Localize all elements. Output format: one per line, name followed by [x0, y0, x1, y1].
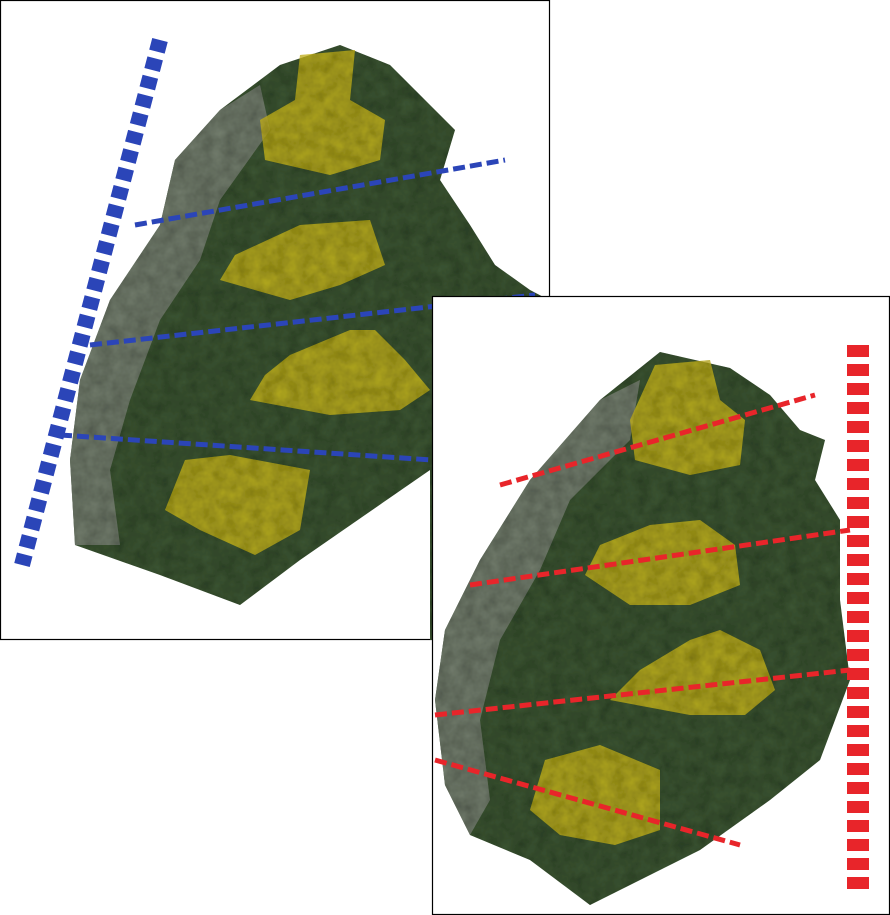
transect: [134, 157, 506, 228]
blue-profiles: [14, 37, 536, 568]
landslide-zones: [530, 360, 775, 845]
right-panel: [431, 295, 890, 915]
transect: [434, 667, 851, 718]
zone: [220, 220, 385, 300]
zone: [530, 745, 660, 845]
zone: [165, 455, 310, 555]
urban-area: [70, 85, 270, 545]
zone: [260, 50, 385, 175]
transect: [434, 757, 741, 848]
profile-column: [14, 37, 168, 568]
landslide-zones: [165, 50, 430, 555]
transect: [59, 432, 433, 463]
transect: [89, 292, 536, 348]
transect: [469, 527, 851, 588]
zone: [630, 360, 745, 475]
red-profiles: [434, 345, 869, 890]
zone: [610, 630, 775, 715]
urban-area: [435, 380, 640, 835]
zone: [250, 330, 430, 415]
zone: [585, 520, 740, 605]
transect: [499, 392, 816, 488]
